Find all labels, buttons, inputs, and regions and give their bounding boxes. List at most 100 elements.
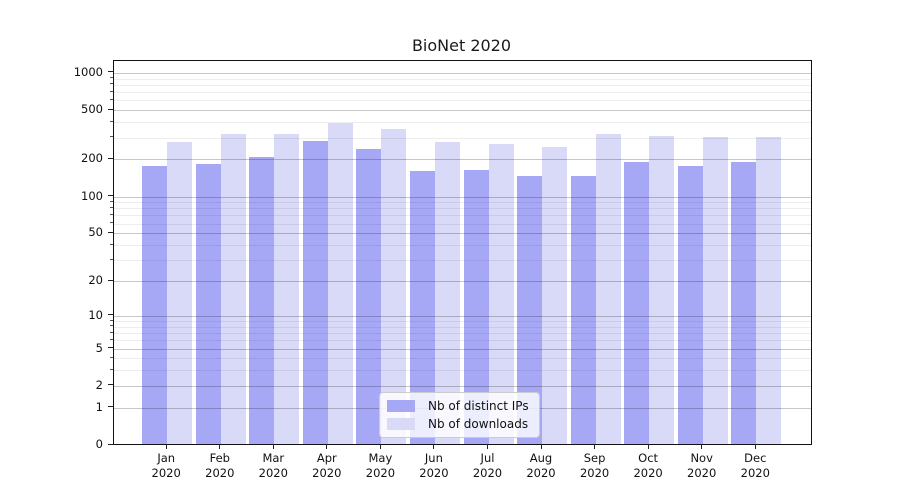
y-tick-mark bbox=[108, 279, 113, 281]
gridline-minor bbox=[114, 245, 811, 246]
bar-distinct-ips-mar bbox=[249, 157, 275, 444]
legend-swatch-downloads bbox=[387, 418, 415, 430]
bar-distinct-ips-oct bbox=[624, 162, 650, 444]
bar-downloads-may bbox=[381, 128, 407, 444]
x-tick-label: Jul 2020 bbox=[472, 451, 503, 480]
bar-downloads-nov bbox=[702, 136, 728, 444]
bar-downloads-jan bbox=[167, 141, 193, 444]
x-tick-label: Oct 2020 bbox=[633, 451, 663, 480]
gridline-major bbox=[114, 281, 811, 282]
legend-item: Nb of distinct IPs bbox=[387, 399, 529, 413]
y-tick-label: 5 bbox=[95, 340, 103, 355]
x-tick-label: May 2020 bbox=[365, 451, 396, 480]
x-tick-label: Sep 2020 bbox=[579, 451, 610, 480]
y-minor-tick-mark bbox=[110, 98, 113, 100]
y-tick-mark bbox=[108, 195, 113, 196]
y-minor-tick-mark bbox=[110, 136, 113, 138]
legend-label-distinct-ips: Nb of distinct IPs bbox=[428, 399, 529, 413]
y-minor-tick-mark bbox=[110, 258, 113, 260]
y-minor-tick-mark bbox=[110, 200, 113, 202]
gridline-minor bbox=[114, 215, 811, 217]
x-tick-label: Mar 2020 bbox=[258, 451, 288, 480]
bar-distinct-ips-nov bbox=[677, 166, 703, 444]
gridline-minor bbox=[114, 333, 811, 334]
x-tick-mark bbox=[326, 444, 328, 449]
x-tick-label: Apr 2020 bbox=[312, 451, 342, 480]
x-tick-label: Aug 2020 bbox=[526, 451, 556, 480]
y-tick-mark bbox=[108, 108, 113, 110]
bar-distinct-ips-sep bbox=[570, 175, 596, 444]
y-minor-tick-mark bbox=[110, 325, 113, 327]
x-tick-label: Jan 2020 bbox=[151, 451, 181, 480]
gridline-minor bbox=[114, 370, 811, 372]
x-tick-mark bbox=[487, 444, 488, 449]
y-minor-tick-mark bbox=[110, 338, 113, 340]
bar-distinct-ips-apr bbox=[302, 141, 328, 444]
legend: Nb of distinct IPs Nb of downloads bbox=[379, 392, 540, 438]
x-tick-mark bbox=[594, 444, 596, 449]
y-minor-tick-mark bbox=[110, 206, 113, 208]
x-tick-mark bbox=[647, 444, 649, 449]
x-tick-mark bbox=[540, 444, 542, 449]
x-tick-mark bbox=[219, 444, 221, 449]
gridline-minor bbox=[114, 223, 811, 225]
gridline-minor bbox=[114, 326, 811, 328]
chart-title: BioNet 2020 bbox=[411, 36, 512, 55]
x-tick-label: Jun 2020 bbox=[419, 451, 449, 480]
gridline-minor bbox=[114, 208, 811, 210]
gridline-minor bbox=[114, 358, 811, 360]
y-minor-tick-mark bbox=[110, 222, 113, 224]
gridline-major bbox=[114, 348, 811, 350]
gridline-minor bbox=[114, 122, 811, 124]
gridline-major bbox=[114, 110, 811, 112]
y-tick-mark bbox=[108, 71, 113, 73]
gridline-minor bbox=[114, 92, 811, 94]
x-tick-mark bbox=[165, 444, 167, 449]
y-tick-mark bbox=[108, 443, 113, 445]
x-tick-mark bbox=[433, 444, 435, 449]
y-tick-mark bbox=[108, 384, 113, 386]
gridline-minor bbox=[114, 78, 811, 80]
gridline-major bbox=[114, 315, 811, 317]
x-tick-mark bbox=[701, 444, 703, 449]
gridline-major bbox=[114, 233, 811, 235]
y-tick-mark bbox=[108, 231, 113, 233]
y-tick-label: 500 bbox=[81, 102, 103, 117]
gridline-minor bbox=[114, 100, 811, 102]
gridline-major bbox=[114, 159, 811, 161]
y-minor-tick-mark bbox=[110, 90, 113, 92]
gridline-minor bbox=[114, 202, 811, 204]
y-minor-tick-mark bbox=[110, 83, 113, 85]
y-minor-tick-mark bbox=[110, 331, 113, 333]
y-minor-tick-mark bbox=[110, 77, 113, 79]
y-tick-mark bbox=[108, 157, 113, 159]
y-minor-tick-mark bbox=[110, 243, 113, 245]
legend-swatch-distinct-ips bbox=[387, 400, 415, 412]
legend-item: Nb of downloads bbox=[387, 417, 529, 431]
gridline-major bbox=[114, 196, 811, 198]
plot-area bbox=[113, 60, 812, 445]
bar-downloads-apr bbox=[327, 122, 353, 444]
y-minor-tick-mark bbox=[110, 319, 113, 321]
gridline-major bbox=[114, 72, 811, 74]
y-minor-tick-mark bbox=[110, 368, 113, 370]
y-tick-mark bbox=[108, 347, 113, 348]
x-tick-label: Nov 2020 bbox=[687, 451, 717, 480]
y-tick-label: 200 bbox=[81, 151, 103, 166]
y-tick-mark bbox=[108, 314, 113, 316]
x-tick-mark bbox=[754, 444, 756, 449]
y-tick-label: 20 bbox=[88, 273, 103, 287]
gridline-minor bbox=[114, 321, 811, 322]
x-tick-mark bbox=[272, 444, 274, 449]
gridline-minor bbox=[114, 340, 811, 342]
bar-distinct-ips-feb bbox=[195, 164, 221, 444]
bar-downloads-oct bbox=[649, 135, 675, 444]
y-tick-mark bbox=[108, 406, 113, 408]
x-tick-label: Feb 2020 bbox=[205, 451, 235, 480]
gridline-minor bbox=[114, 84, 811, 86]
gridline-major bbox=[114, 385, 811, 387]
bar-distinct-ips-may bbox=[356, 148, 382, 444]
y-tick-label: 1 bbox=[95, 399, 103, 414]
y-minor-tick-mark bbox=[110, 120, 113, 122]
